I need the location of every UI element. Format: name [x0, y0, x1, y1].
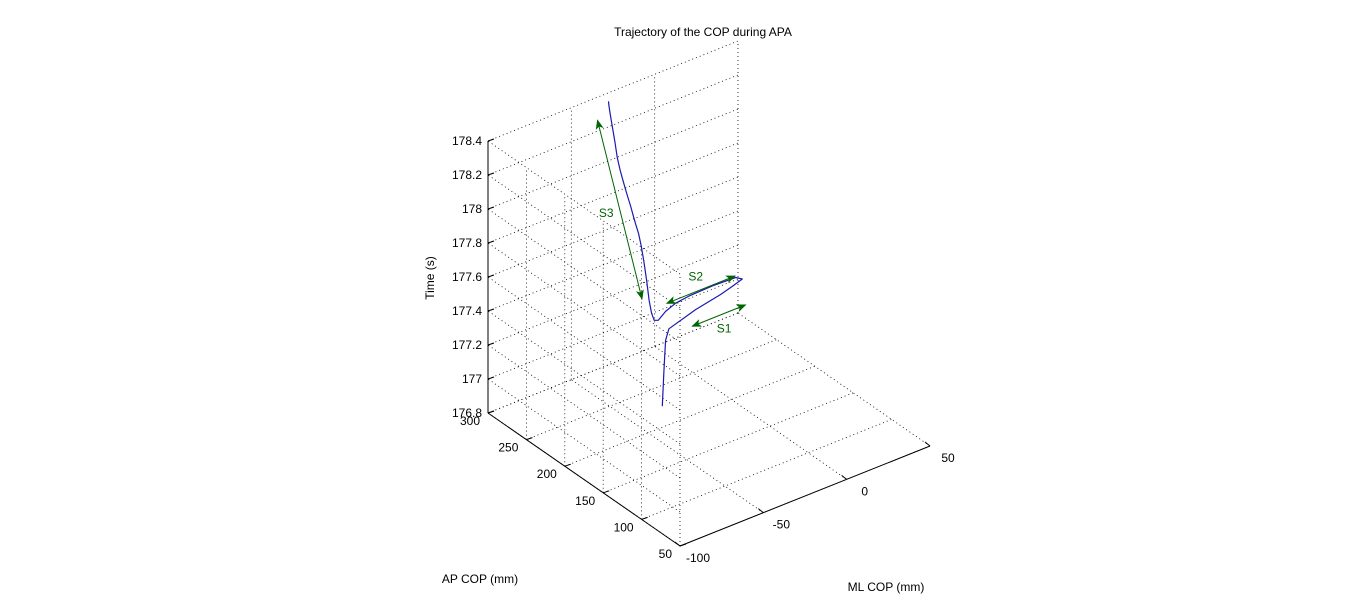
axis-labels: Trajectory of the COP during APA ML COP …: [423, 25, 955, 594]
z-tick: [487, 308, 495, 312]
annotation-label-s3: S3: [599, 206, 614, 220]
grid-line: [737, 312, 931, 447]
z-tick: [487, 342, 495, 346]
grid-line: [571, 379, 764, 513]
grid-line: [487, 310, 681, 445]
grid-line: [564, 365, 815, 467]
annotation-label-s2: S2: [688, 270, 703, 284]
annotation-label-s1: S1: [717, 322, 732, 336]
z-tick-label: 177.6: [452, 270, 482, 284]
grid-line: [487, 208, 681, 343]
z-tick: [487, 274, 495, 278]
y-tick-label: 200: [537, 467, 557, 481]
x-axis-title: ML COP (mm): [848, 580, 925, 594]
z-tick: [487, 410, 495, 414]
grid-line: [487, 344, 681, 479]
grid-line: [487, 74, 739, 176]
z-tick-label: 178.2: [452, 168, 482, 182]
y-tick: [603, 490, 610, 494]
grid-line: [487, 174, 681, 309]
y-tick: [564, 463, 571, 467]
annotation-arrow-s3: [595, 119, 644, 300]
x-tick-label: -100: [686, 551, 710, 565]
grid-line: [526, 339, 777, 440]
grid-line: [487, 140, 681, 275]
grid-line: [487, 142, 739, 244]
z-tick-label: 177.8: [452, 236, 482, 250]
grid-line: [487, 242, 681, 377]
z-tick: [487, 206, 495, 210]
grid-line: [487, 312, 739, 414]
grid-line: [487, 176, 739, 278]
y-tick: [679, 543, 687, 547]
y-tick: [526, 437, 533, 441]
grid-line: [487, 276, 681, 411]
y-tick-label: 100: [614, 520, 634, 534]
x-tick-label: 50: [941, 451, 955, 465]
y-tick-label: 250: [498, 441, 518, 455]
z-tick-label: 178: [462, 202, 482, 216]
grid-lines: [487, 40, 931, 547]
annotations: S1 S2 S3: [595, 119, 747, 336]
grid-line: [487, 244, 739, 346]
x-tick-label: -50: [773, 518, 791, 532]
axes: [487, 138, 931, 547]
grid-line: [654, 346, 847, 480]
grid-line: [487, 378, 681, 513]
x-tick: [924, 441, 931, 447]
z-tick-label: 177: [462, 372, 482, 386]
z-tick-label: 176.8: [452, 406, 482, 420]
z-tick: [487, 376, 495, 380]
z-axis-title: Time (s): [423, 256, 437, 300]
z-tick: [487, 138, 495, 142]
z-tick-label: 177.4: [452, 304, 482, 318]
grid-line: [487, 108, 739, 210]
x-tick: [758, 508, 764, 514]
x-axis-line: [679, 445, 931, 547]
z-tick: [487, 240, 495, 244]
grid-line: [641, 419, 892, 520]
y-tick-label: 300: [460, 414, 480, 428]
z-tick-label: 177.2: [452, 338, 482, 352]
z-tick: [487, 172, 495, 176]
grid-line: [487, 40, 739, 142]
y-tick-label: 150: [575, 494, 595, 508]
y-tick: [641, 516, 648, 520]
y-axis-line: [487, 412, 681, 547]
y-tick-label: 50: [659, 547, 673, 561]
x-tick-label: 0: [861, 484, 868, 498]
x-tick: [674, 541, 681, 547]
annotation-arrow-s2: [665, 275, 737, 304]
y-axis-title: AP COP (mm): [442, 572, 518, 586]
annotation-arrow-s1: [691, 304, 747, 327]
grid-line: [487, 210, 739, 312]
grid-line: [603, 392, 854, 494]
z-tick-label: 178.4: [452, 134, 482, 148]
chart-title: Trajectory of the COP during APA: [614, 25, 792, 39]
x-tick: [841, 474, 847, 480]
